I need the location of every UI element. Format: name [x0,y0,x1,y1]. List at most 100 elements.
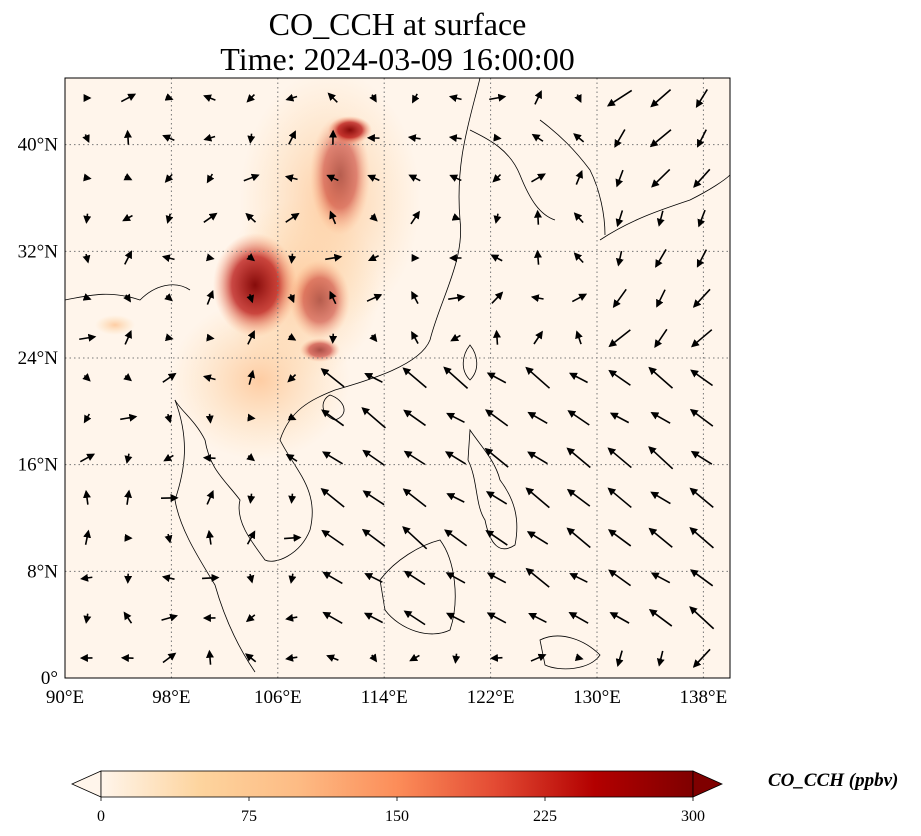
wind-arrow [402,526,428,550]
wind-arrow [284,533,302,542]
wind-arrow [451,213,461,221]
wind-arrow [403,570,426,586]
wind-arrow [608,569,632,587]
wind-arrow [530,653,547,662]
wind-arrow [164,173,174,183]
wind-arrow [206,333,215,342]
wind-arrow [692,648,711,668]
wind-arrow [486,612,507,624]
wind-arrow [245,613,256,623]
wind-arrow [615,169,624,188]
wind-arrow [287,294,295,304]
wind-arrow [206,173,215,184]
lon-tick-label: 130°E [573,687,621,708]
colorbar-tick: 300 [681,808,705,825]
wind-arrow [322,611,343,624]
wind-arrow [79,453,96,463]
wind-arrow [123,373,133,382]
wind-arrow [246,253,256,262]
wind-arrow [607,529,632,547]
wind-arrow [575,330,583,345]
wind-arrow [120,413,138,422]
wind-arrow [288,130,296,145]
wind-arrow [120,93,137,103]
wind-arrow [246,453,256,462]
wind-arrow [202,573,220,582]
latitude-tick-labels: 0° 8°N 16°N 24°N 32°N 40°N [18,135,59,689]
wind-arrow [650,491,671,505]
wind-arrow [527,411,548,424]
wind-arrow [320,368,345,388]
wind-arrow [656,210,665,227]
wind-arrow [448,94,462,103]
wind-arrow [364,373,383,383]
wind-arrow [573,212,584,224]
wind-arrow [492,329,501,345]
wind-arrow [408,174,421,182]
wind-arrow [83,613,92,624]
map-frame [64,77,731,679]
wind-arrow [79,333,97,342]
wind-arrow [285,453,298,462]
wind-arrow [444,451,467,465]
wind-arrow [489,653,503,662]
wind-arrow [533,249,542,265]
wind-arrow [573,252,584,264]
wind-arrow [574,653,584,662]
wind-arrow [409,653,420,662]
wind-arrow [531,173,546,183]
wind-arrow [361,528,386,547]
wind-arrow [164,293,173,302]
wind-arrow [689,487,714,508]
wind-arrow [246,573,255,584]
wind-arrow [569,573,588,583]
wind-arrow [615,650,624,667]
wind-arrow [533,330,543,345]
wind-arrow [697,209,706,228]
wind-arrow [485,409,509,427]
wind-arrow [369,653,378,663]
wind-arrow [492,174,502,183]
colorbar-tick: 150 [385,808,409,825]
wind-arrow [164,533,173,544]
wind-arrow [327,92,338,103]
colorbar-tick: 75 [241,808,257,825]
wind-arrow [690,569,714,587]
wind-arrow [402,367,427,389]
wind-arrow [533,209,542,225]
wind-arrow [491,291,504,304]
wind-arrow [689,606,715,630]
wind-arrow [403,450,426,466]
wind-arrow [243,173,260,182]
wind-arrow [82,253,91,264]
wind-arrow [411,331,419,344]
wind-arrow [245,653,257,663]
wind-arrow [329,290,337,305]
lon-tick-label: 138°E [680,687,728,708]
wind-arrow [528,612,547,623]
wind-arrow [689,408,714,427]
wind-arrow [493,213,502,224]
colorbar-tick: 0 [97,808,105,825]
wind-arrow [320,488,345,508]
wind-arrow [608,329,631,348]
wind-arrow [247,133,256,144]
wind-arrow [83,173,92,182]
wind-arrow [696,129,707,148]
wind-arrow [452,653,461,664]
wind-arrow [615,250,624,267]
wind-arrow [162,134,175,142]
wind-arrow [246,293,255,304]
wind-arrow [203,133,216,142]
wind-arrow [655,249,667,268]
wind-arrow [165,213,174,224]
wind-arrow [692,288,711,308]
wind-arrow [485,530,508,546]
wind-arrow [526,531,549,545]
wind-arrow [124,330,132,345]
wind-arrow [161,574,175,583]
colorbar-extend-min [71,770,102,798]
wind-arrow [82,293,92,301]
wind-arrow [83,489,91,505]
wind-arrow [650,572,671,584]
